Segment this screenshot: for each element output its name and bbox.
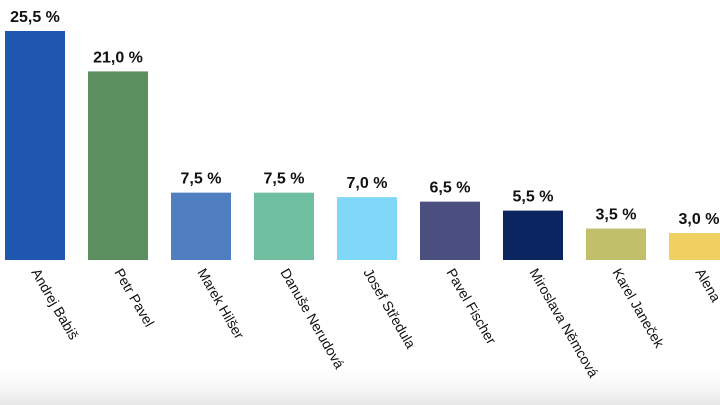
bar [88,71,148,260]
value-label: 21,0 % [93,49,143,66]
category-label: Karel Janeček [609,266,668,352]
bar [337,197,397,260]
value-label: 7,0 % [347,175,388,192]
value-label: 3,5 % [596,207,637,224]
value-label: 3,0 % [679,211,720,228]
category-label: Danuše Nerudová [277,266,347,372]
bar [254,192,314,260]
bar [5,31,65,260]
value-label: 7,5 % [264,171,305,188]
value-label: 6,5 % [430,180,471,197]
category-label: Marek Hilšer [194,266,247,342]
bar [503,210,563,260]
category-label: Pavel Fischer [443,266,499,348]
category-label: Alena [692,266,720,305]
category-label: Petr Pavel [111,266,157,330]
bar [420,201,480,260]
bar [669,233,720,260]
bar [586,228,646,260]
category-label: Andrej Babiš [28,266,82,343]
value-label: 25,5 % [10,9,60,26]
bar [171,192,231,260]
value-label: 7,5 % [181,171,222,188]
category-label: Josef Středula [360,266,419,352]
value-label: 5,5 % [513,189,554,206]
bottom-fade [0,360,720,405]
